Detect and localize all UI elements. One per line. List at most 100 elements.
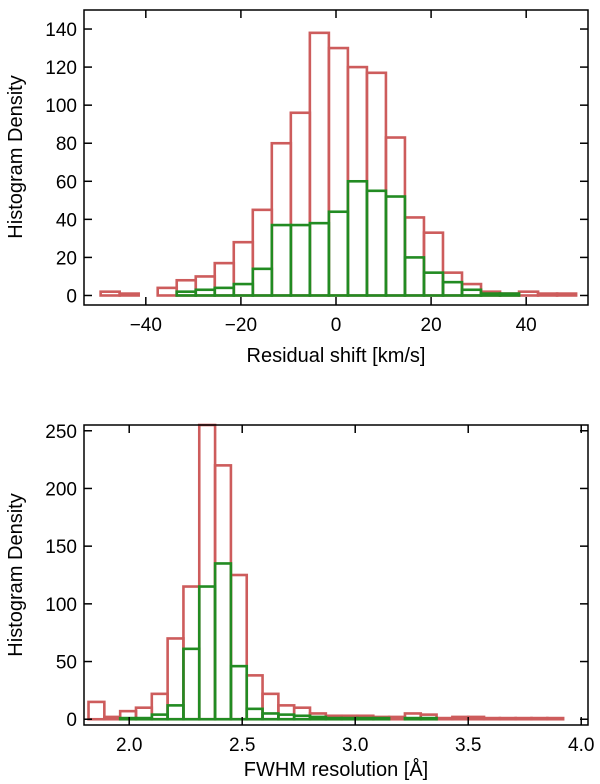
residual-shift-subset-bar — [232, 282, 255, 297]
residual-shift-plot-frame — [83, 9, 589, 306]
fwhm-resolution-y-tick-label: 50 — [56, 653, 77, 674]
fwhm-resolution-plot-frame — [83, 424, 589, 726]
residual-shift-all-bar — [194, 275, 217, 297]
residual-shift-subset-bar — [403, 256, 426, 297]
residual-shift-y-tick-label: 40 — [56, 210, 77, 231]
fwhm-resolution-all-bar — [482, 716, 502, 721]
fwhm-resolution-y-axis-label: Histogram Density — [5, 493, 27, 656]
residual-shift-subset-bar — [270, 223, 293, 297]
residual-shift-subset-bar — [498, 292, 521, 297]
residual-shift-x-axis-label: Residual shift [km/s] — [247, 345, 426, 367]
fwhm-resolution-y-tick-label: 100 — [45, 595, 77, 616]
residual-shift-bars — [99, 31, 578, 297]
residual-shift-all-bar — [536, 292, 559, 297]
residual-shift-all-bar — [422, 231, 445, 297]
residual-shift-subset-bar — [308, 221, 331, 297]
residual-shift-subset-bar — [194, 288, 217, 297]
residual-shift-all-bar — [365, 71, 388, 297]
fwhm-resolution-subset-bar — [118, 716, 138, 721]
fwhm-resolution-ticks: 2.0 2.5 3.0 3.5 4.0 0 50 100 150 200 250 — [45, 422, 594, 756]
residual-shift-x-tick-label: 0 — [331, 315, 342, 336]
fwhm-resolution-subset-bar — [324, 716, 343, 721]
residual-shift-y-axis-label: Histogram Density — [5, 75, 27, 238]
residual-shift-subset-bar — [289, 223, 312, 297]
fwhm-resolution-subset-bar — [197, 585, 217, 721]
residual-shift-y-tick-label: 100 — [45, 96, 77, 117]
residual-shift-x-tick-label: −20 — [225, 315, 257, 336]
residual-shift-y-tick-label: 0 — [66, 286, 77, 307]
fwhm-resolution-all-bar — [245, 674, 264, 721]
fwhm-resolution-x-axis-label: FWHM resolution [Å] — [244, 758, 428, 781]
residual-shift-x-tick-label: −40 — [130, 315, 162, 336]
fwhm-resolution-subset-bar — [419, 716, 438, 721]
fwhm-resolution-all-bar — [514, 716, 533, 721]
fwhm-resolution-subset-bar — [182, 647, 201, 721]
residual-shift-subset-bar — [251, 267, 274, 297]
fwhm-resolution-subset-bar — [292, 714, 312, 721]
fwhm-resolution-all-bar — [103, 715, 122, 721]
residual-shift-subset-bar — [327, 210, 350, 297]
residual-shift-all-bar — [308, 31, 331, 297]
residual-shift-all-bar — [99, 290, 121, 297]
residual-shift-all-bar — [289, 111, 312, 297]
fwhm-resolution-subset-bar — [166, 704, 185, 721]
fwhm-resolution-x-tick-label: 3.5 — [455, 735, 481, 756]
residual-shift-y-tick-label: 140 — [45, 20, 77, 41]
fwhm-resolution-y-tick-label: 150 — [45, 537, 77, 558]
fwhm-resolution-subset-bar — [356, 716, 375, 721]
residual-shift-subset-bar — [213, 286, 236, 297]
residual-shift-y-tick-label: 60 — [56, 172, 77, 193]
fwhm-resolution-all-bar — [546, 716, 565, 721]
residual-shift-all-bar — [441, 271, 464, 297]
residual-shift-all-bar — [327, 46, 350, 297]
fwhm-resolution-all-bar — [451, 715, 470, 721]
residual-shift-subset-bar — [422, 271, 445, 297]
fwhm-resolution-all-bar — [87, 700, 106, 721]
residual-shift-all-bar — [270, 141, 293, 297]
fwhm-resolution-all-bar — [277, 704, 296, 721]
fwhm-resolution-all-bar — [182, 585, 201, 721]
residual-shift-x-tick-label: 20 — [421, 315, 442, 336]
fwhm-resolution-all-bar — [387, 715, 407, 721]
residual-shift-ticks: −40 −20 0 20 40 0 20 40 60 80 100 120 140 — [45, 10, 588, 336]
fwhm-resolution-y-tick-label: 200 — [45, 479, 77, 500]
fwhm-resolution-subset-bar — [261, 712, 280, 721]
residual-shift-subset-bar — [441, 280, 464, 297]
fwhm-resolution-all-bar — [261, 692, 280, 721]
residual-shift-all-bar — [517, 290, 540, 297]
residual-shift-subset-bar — [479, 292, 502, 297]
residual-shift-subset-bar — [346, 179, 369, 297]
residual-shift-y-tick-label: 20 — [56, 248, 77, 269]
residual-shift-y-tick-label: 120 — [45, 58, 77, 79]
fwhm-resolution-subset-bar — [229, 664, 249, 721]
fwhm-resolution-subset-bar — [308, 715, 328, 721]
residual-shift-all-bar — [232, 240, 255, 297]
fwhm-resolution-all-bar — [292, 706, 312, 721]
residual-shift-all-bar — [251, 208, 274, 297]
fwhm-resolution-all-bar — [435, 716, 454, 721]
fwhm-resolution-x-tick-label: 3.0 — [342, 735, 368, 756]
fwhm-resolution-y-tick-label: 250 — [45, 422, 77, 443]
fwhm-resolution-bars — [87, 423, 565, 721]
fwhm-resolution-x-tick-label: 2.5 — [229, 735, 255, 756]
fwhm-resolution-subset-bar — [150, 713, 169, 721]
residual-shift-all-bar — [118, 292, 140, 297]
fwhm-resolution-histogram: 2.0 2.5 3.0 3.5 4.0 0 50 100 150 200 250 FWHM reso… — [5, 422, 594, 781]
residual-shift-histogram: −40 −20 0 20 40 0 20 40 60 80 100 120 140 Residual s… — [5, 9, 589, 367]
residual-shift-all-bar — [213, 261, 236, 297]
fwhm-resolution-subset-bar — [403, 716, 423, 721]
fwhm-resolution-all-bar — [229, 573, 249, 721]
residual-shift-x-tick-label: 40 — [516, 315, 537, 336]
fwhm-resolution-x-tick-label: 4.0 — [568, 735, 594, 756]
residual-shift-subset-bar — [365, 189, 388, 297]
fwhm-resolution-all-bar — [530, 716, 549, 721]
fwhm-resolution-y-tick-label: 0 — [66, 710, 77, 731]
fwhm-resolution-subset-bar — [213, 562, 233, 721]
residual-shift-all-bar — [175, 278, 198, 297]
fwhm-resolution-all-bar — [213, 464, 233, 721]
fwhm-resolution-subset-bar — [134, 716, 154, 721]
residual-shift-subset-bar — [384, 195, 407, 297]
residual-shift-y-tick-label: 80 — [56, 134, 77, 155]
fwhm-resolution-subset-bar — [277, 713, 296, 721]
